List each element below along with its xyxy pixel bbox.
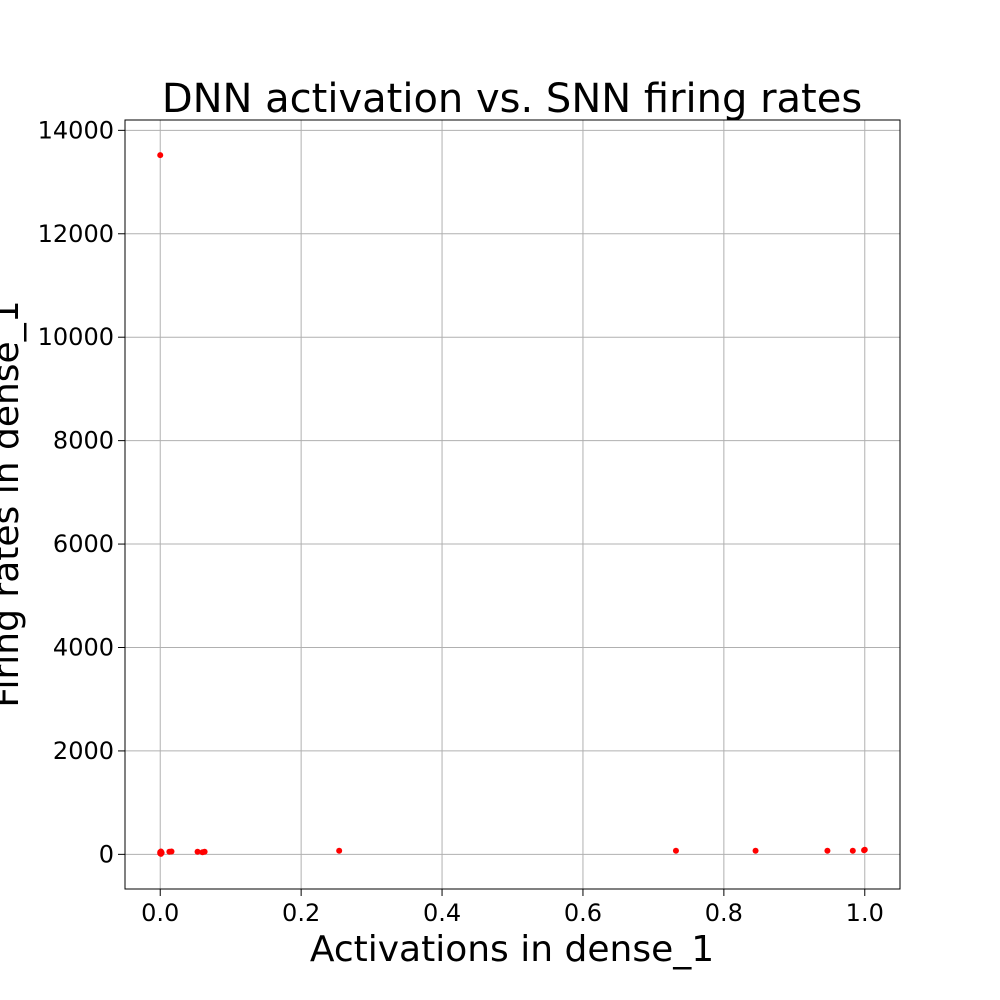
axis-ticks: 0.0 0.2 0.4 0.6 0.8 1.0 0 2000 4000 6000 8000 10000… xyxy=(38,116,884,927)
data-point xyxy=(824,847,831,854)
x-tick-label: 1.0 xyxy=(846,899,884,927)
y-tick-label: 2000 xyxy=(53,737,114,765)
data-point xyxy=(194,848,201,855)
data-point xyxy=(752,847,759,854)
data-point xyxy=(849,847,856,854)
x-tick-label: 0.0 xyxy=(141,899,179,927)
data-point xyxy=(157,152,164,159)
y-tick-label: 4000 xyxy=(53,633,114,661)
y-tick-label: 8000 xyxy=(53,427,114,455)
x-tick-label: 0.4 xyxy=(423,899,461,927)
grid xyxy=(125,120,900,889)
data-point xyxy=(158,849,165,856)
data-point xyxy=(168,848,175,855)
y-tick-label: 10000 xyxy=(38,323,114,351)
x-tick-label: 0.6 xyxy=(564,899,602,927)
plot-area-frame xyxy=(124,119,901,890)
data-point xyxy=(861,846,868,853)
y-tick-label: 12000 xyxy=(38,220,114,248)
chart-title: DNN activation vs. SNN firing rates xyxy=(162,76,862,122)
y-tick-label: 6000 xyxy=(53,530,114,558)
data-points xyxy=(157,152,868,857)
y-tick-label: 0 xyxy=(99,840,114,868)
data-point xyxy=(201,848,208,855)
data-point xyxy=(336,847,343,854)
y-tick-label: 14000 xyxy=(38,116,114,144)
x-tick-label: 0.2 xyxy=(282,899,320,927)
data-point xyxy=(672,847,679,854)
y-axis-label: Firing rates in dense_1 xyxy=(0,300,27,707)
x-tick-label: 0.8 xyxy=(705,899,743,927)
x-axis-label: Activations in dense_1 xyxy=(310,929,714,970)
